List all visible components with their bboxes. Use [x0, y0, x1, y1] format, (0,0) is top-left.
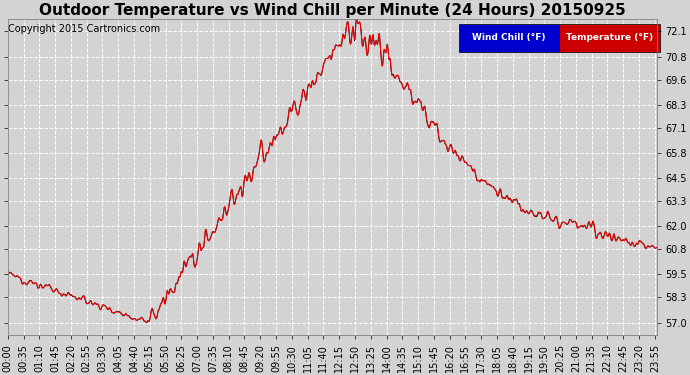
FancyBboxPatch shape [560, 24, 660, 52]
Text: Copyright 2015 Cartronics.com: Copyright 2015 Cartronics.com [8, 24, 161, 34]
FancyBboxPatch shape [459, 24, 560, 52]
Text: Wind Chill (°F): Wind Chill (°F) [472, 33, 546, 42]
Text: Temperature (°F): Temperature (°F) [566, 33, 653, 42]
Title: Outdoor Temperature vs Wind Chill per Minute (24 Hours) 20150925: Outdoor Temperature vs Wind Chill per Mi… [39, 3, 626, 18]
